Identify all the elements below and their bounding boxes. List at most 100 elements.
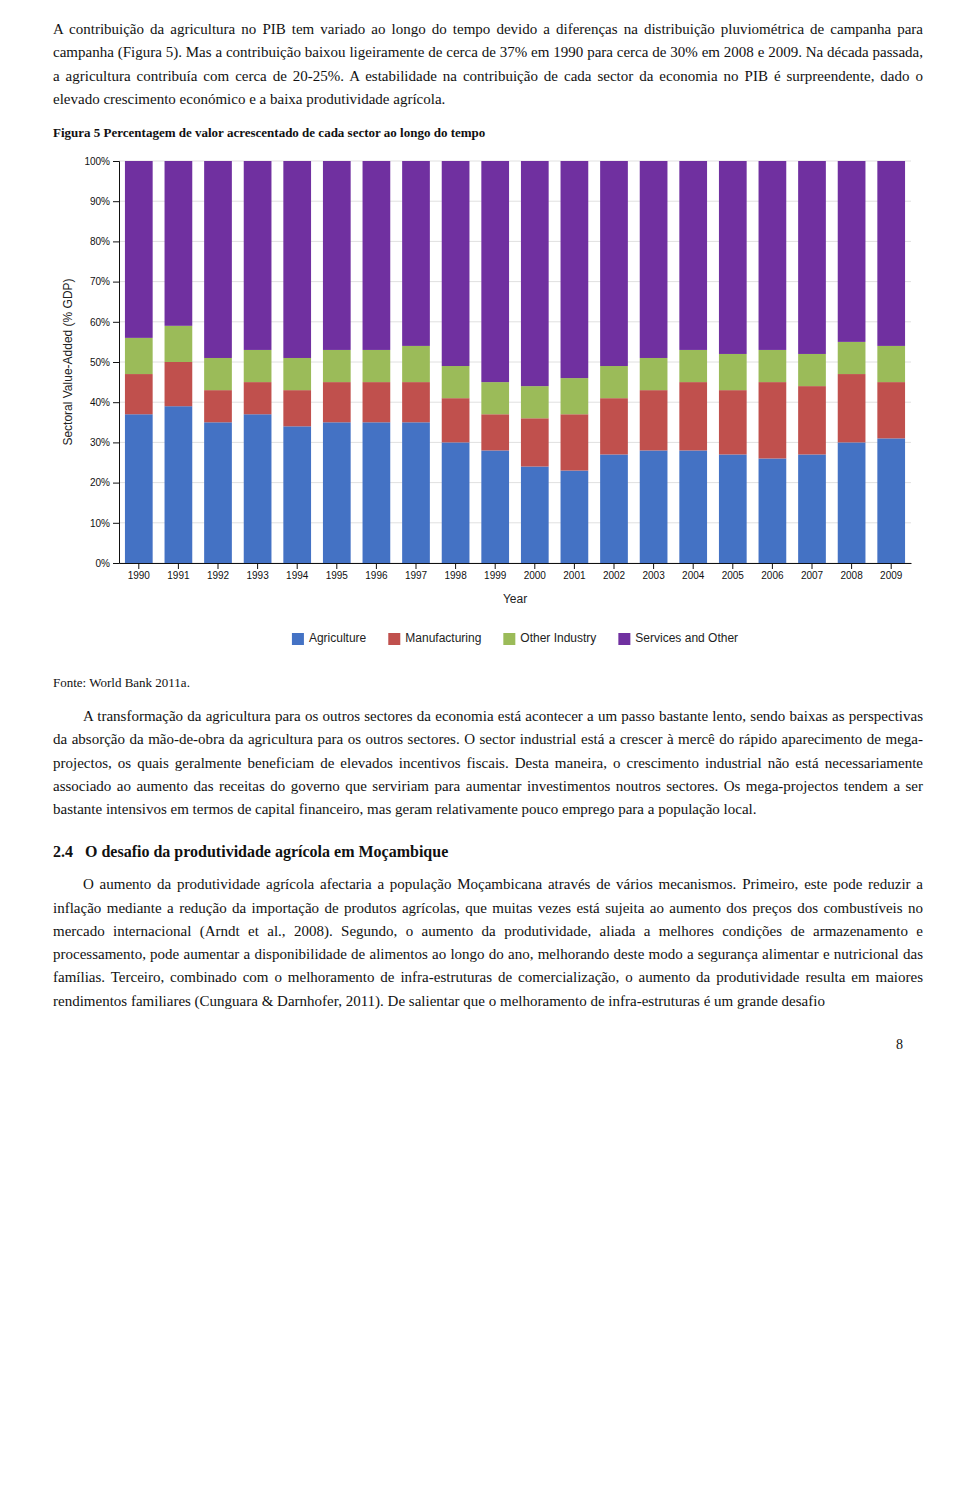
bar <box>204 390 232 422</box>
y-tick-label: 10% <box>90 518 110 529</box>
y-tick: 50% <box>90 357 119 368</box>
grid-line <box>119 402 911 403</box>
bar <box>759 350 787 382</box>
x-tick: 2007 <box>801 563 824 581</box>
x-tick: 2001 <box>563 563 586 581</box>
x-tick-label: 2005 <box>722 570 745 581</box>
bar <box>402 382 430 422</box>
x-tick-label: 1997 <box>405 570 428 581</box>
x-tick-label: 2003 <box>642 570 665 581</box>
bar-series <box>125 326 905 418</box>
legend-swatch <box>388 633 400 645</box>
y-tick-label: 0% <box>96 558 111 569</box>
x-tick: 2005 <box>722 563 745 581</box>
x-tick-mark <box>534 563 535 569</box>
x-tick-label: 1993 <box>246 570 269 581</box>
y-tick: 100% <box>84 156 119 167</box>
source-note: Fonte: World Bank 2011a. <box>53 675 923 691</box>
bar <box>402 346 430 382</box>
x-tick-mark <box>732 563 733 569</box>
y-tick: 80% <box>90 236 119 247</box>
x-tick-label: 1998 <box>444 570 467 581</box>
bar <box>798 161 826 354</box>
bar <box>798 386 826 454</box>
y-tick-mark <box>113 322 119 323</box>
bar <box>798 454 826 563</box>
bar <box>640 358 668 390</box>
bar <box>442 161 470 366</box>
x-tick-mark <box>455 563 456 569</box>
legend-item: Other Industry <box>503 631 596 645</box>
x-tick-mark <box>416 563 417 569</box>
x-tick: 1992 <box>207 563 230 581</box>
bar <box>838 374 866 442</box>
bar <box>125 414 153 563</box>
y-tick-mark <box>113 402 119 403</box>
x-tick: 1990 <box>128 563 151 581</box>
x-tick-mark <box>851 563 852 569</box>
legend-label: Agriculture <box>309 631 367 645</box>
bar <box>244 382 272 414</box>
bar <box>125 338 153 374</box>
bar <box>204 422 232 563</box>
bar <box>481 450 509 563</box>
grid-line <box>119 201 911 202</box>
x-axis: 1990199119921993199419951996199719981999… <box>120 563 912 581</box>
x-tick: 2009 <box>880 563 903 581</box>
legend-label: Manufacturing <box>405 631 481 645</box>
y-axis: 0%10%20%30%40%50%60%70%80%90%100% <box>84 156 119 569</box>
chart-container: 1990199119921993199419951996199719981999… <box>53 147 923 671</box>
y-tick: 10% <box>90 518 119 529</box>
bar <box>204 161 232 358</box>
x-tick-label: 1996 <box>365 570 388 581</box>
x-tick-mark <box>297 563 298 569</box>
x-tick-mark <box>614 563 615 569</box>
x-axis-line <box>120 563 912 564</box>
bar <box>679 161 707 350</box>
bar <box>283 161 311 358</box>
x-tick-label: 1991 <box>167 570 190 581</box>
bar <box>481 414 509 450</box>
y-tick-mark <box>113 483 119 484</box>
y-tick: 20% <box>90 477 119 488</box>
bar <box>877 438 905 563</box>
bar <box>363 382 391 422</box>
bar <box>125 374 153 414</box>
bars <box>125 161 905 563</box>
bar <box>679 450 707 563</box>
grid-line <box>119 241 911 242</box>
y-tick-mark <box>113 362 119 363</box>
y-tick-mark <box>113 241 119 242</box>
bar <box>283 358 311 390</box>
y-tick-label: 60% <box>90 317 110 328</box>
x-tick-mark <box>772 563 773 569</box>
bar <box>125 161 153 338</box>
grid <box>119 161 911 563</box>
bar <box>600 366 628 398</box>
grid-line <box>119 522 911 523</box>
x-tick: 1996 <box>365 563 388 581</box>
grid-line <box>119 563 911 564</box>
bar <box>165 161 193 326</box>
bar <box>283 390 311 426</box>
bar-series <box>125 161 905 386</box>
legend-item: Manufacturing <box>388 631 481 645</box>
x-tick-label: 1995 <box>326 570 349 581</box>
y-tick-mark <box>113 563 119 564</box>
y-tick-label: 40% <box>90 397 110 408</box>
bar <box>561 414 589 470</box>
y-tick-label: 70% <box>90 276 110 287</box>
bar <box>323 350 351 382</box>
grid-line <box>119 362 911 363</box>
section-heading: 2.4 O desafio da produtividade agrícola … <box>53 843 923 861</box>
x-tick: 1995 <box>326 563 349 581</box>
bar <box>561 471 589 563</box>
x-tick-mark <box>257 563 258 569</box>
x-tick-mark <box>653 563 654 569</box>
x-tick-label: 2001 <box>563 570 586 581</box>
bar <box>521 467 549 563</box>
y-tick-label: 80% <box>90 236 110 247</box>
bar <box>838 342 866 374</box>
bar <box>521 418 549 466</box>
bar <box>679 350 707 382</box>
